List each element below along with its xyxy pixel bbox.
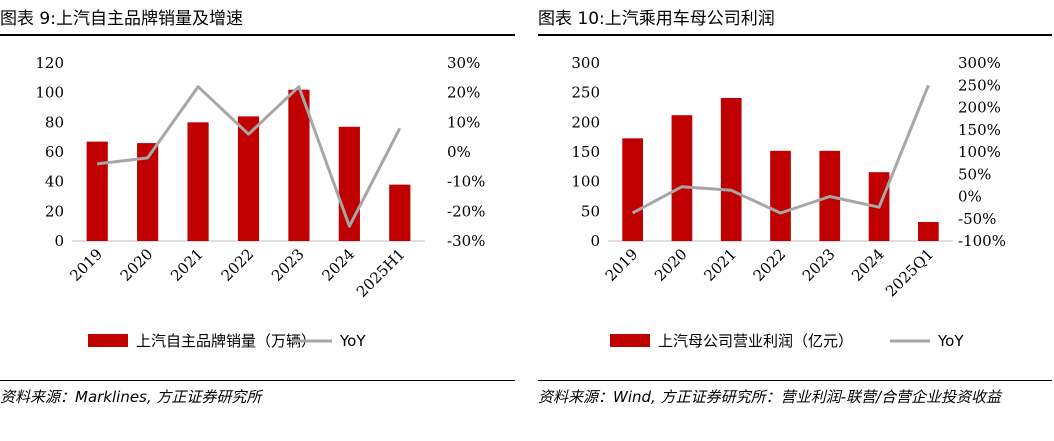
- y2-tick-label: 200%: [958, 99, 1001, 117]
- y-tick-label: 200: [571, 113, 600, 131]
- y-tick-label: 0: [54, 232, 64, 250]
- y2-tick-label: 20%: [447, 84, 480, 102]
- legend-label: 上汽自主品牌销量（万辆）: [136, 332, 316, 350]
- y2-tick-label: 300%: [958, 54, 1001, 72]
- source-rule: [0, 380, 515, 381]
- bar: [671, 115, 693, 241]
- y2-tick-label: 0%: [958, 188, 982, 206]
- y-tick-label: 250: [571, 84, 600, 102]
- y2-tick-label: -20%: [447, 202, 485, 220]
- bar: [187, 122, 209, 241]
- legend-bar-swatch: [88, 334, 128, 347]
- source-note: 资料来源：Wind, 方正证券研究所：营业利润-联营/合营企业投资收益: [538, 388, 1002, 406]
- x-tick-label: 2025Q1: [882, 245, 937, 300]
- y2-tick-label: -30%: [447, 232, 485, 250]
- y-tick-label: 150: [571, 143, 600, 161]
- x-tick-label: 2019: [602, 245, 642, 285]
- title-rule: [0, 34, 515, 36]
- bar: [918, 222, 939, 241]
- source-note: 资料来源：Marklines, 方正证券研究所: [0, 388, 262, 406]
- x-tick-label: 2025H1: [353, 245, 409, 301]
- y-tick-label: 80: [45, 113, 64, 131]
- y-tick-label: 300: [571, 54, 600, 72]
- x-tick-label: 2024: [848, 245, 888, 285]
- bar: [720, 98, 742, 241]
- bar: [389, 184, 411, 241]
- y-tick-label: 20: [45, 202, 64, 220]
- y-tick-label: 120: [35, 54, 64, 72]
- x-tick-label: 2024: [318, 245, 358, 285]
- x-tick-label: 2019: [66, 245, 106, 285]
- title-rule: [538, 34, 1052, 36]
- y2-tick-label: 0%: [447, 143, 471, 161]
- x-tick-label: 2023: [799, 245, 839, 285]
- chart-title: 图表 10:上汽乘用车母公司利润: [538, 9, 775, 29]
- y-tick-label: 100: [35, 84, 64, 102]
- chart-title: 图表 9:上汽自主品牌销量及增速: [0, 9, 243, 29]
- chart-panel-left: 图表 9:上汽自主品牌销量及增速 0 20 40 60 80 100 120 -30% -20%…: [0, 0, 520, 441]
- yoy-line: [631, 84, 930, 215]
- y2-tick-label: -10%: [447, 173, 485, 191]
- y-tick-label: 0: [590, 232, 600, 250]
- x-tick-label: 2021: [700, 245, 740, 285]
- x-tick-label: 2020: [117, 245, 157, 285]
- x-tick-label: 2022: [750, 245, 790, 285]
- y2-tick-label: 30%: [447, 54, 480, 72]
- bar: [770, 150, 791, 241]
- bar: [622, 138, 643, 241]
- y2-tick-label: -100%: [958, 232, 1006, 250]
- y2-tick-label: -50%: [958, 210, 996, 228]
- legend-label: YoY: [937, 332, 964, 350]
- bar: [288, 89, 310, 241]
- y2-tick-label: 100%: [958, 143, 1001, 161]
- y2-tick-label: 50%: [958, 165, 991, 183]
- y-tick-label: 50: [581, 202, 600, 220]
- bar: [237, 116, 260, 241]
- legend-bar-swatch: [610, 334, 650, 347]
- x-tick-label: 2022: [218, 245, 258, 285]
- x-tick-label: 2021: [167, 245, 207, 285]
- y2-tick-label: 250%: [958, 76, 1001, 94]
- chart-svg: 0 50 100 150 200 250 300 -100% -50% 0% 50% 100% 150%…: [571, 54, 1006, 350]
- legend-label: 上汽母公司营业利润（亿元）: [658, 332, 853, 350]
- bar: [86, 141, 108, 241]
- source-rule: [538, 380, 1052, 381]
- x-tick-label: 2023: [268, 245, 308, 285]
- x-tick-label: 2020: [651, 245, 691, 285]
- chart-svg: 0 20 40 60 80 100 120 -30% -20% -10% 0% 10% 20% 30% 20…: [35, 54, 485, 350]
- y2-tick-label: 150%: [958, 121, 1001, 139]
- legend-label: YoY: [339, 332, 366, 350]
- bar: [137, 143, 159, 241]
- y-tick-label: 100: [571, 173, 600, 191]
- chart-panel-right: 图表 10:上汽乘用车母公司利润 0 50 100 150 200 250 300 -100%…: [538, 0, 1054, 441]
- y-tick-label: 60: [45, 143, 64, 161]
- yoy-line: [97, 85, 402, 228]
- y-tick-label: 40: [45, 173, 64, 191]
- y2-tick-label: 10%: [447, 113, 480, 131]
